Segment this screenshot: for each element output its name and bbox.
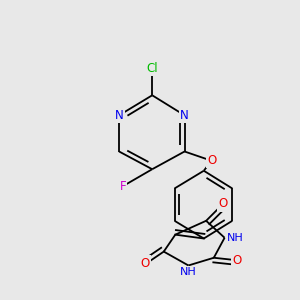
Text: O: O bbox=[207, 154, 216, 167]
Text: O: O bbox=[232, 254, 242, 267]
Text: O: O bbox=[141, 257, 150, 270]
Text: F: F bbox=[120, 180, 126, 193]
Text: Cl: Cl bbox=[146, 62, 158, 75]
Text: N: N bbox=[180, 109, 189, 122]
Text: O: O bbox=[218, 197, 228, 210]
Text: NH: NH bbox=[180, 267, 197, 277]
Text: NH: NH bbox=[227, 233, 244, 243]
Text: N: N bbox=[115, 109, 124, 122]
